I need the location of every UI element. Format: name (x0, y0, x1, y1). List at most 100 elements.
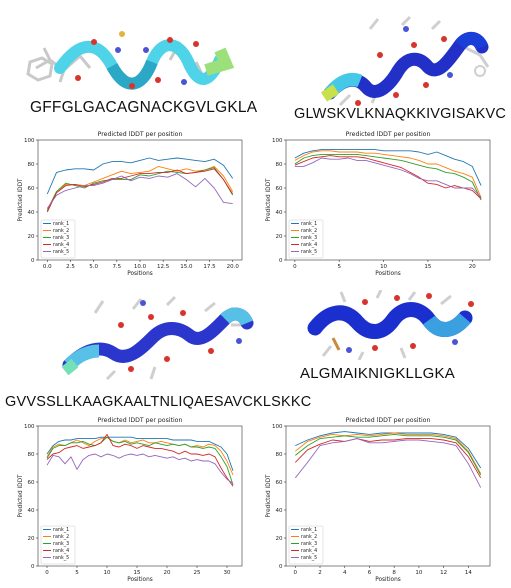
chart-1-ytick-label: 80 (28, 162, 35, 168)
chart-2-legend (288, 219, 324, 259)
chart-4-legend (288, 525, 324, 565)
chart-1-ytick-label: 60 (28, 186, 35, 192)
chart-3-xtick-label: 15 (134, 570, 141, 576)
sequence-label-3: GVVSSLLKAAGKAALTNLIQAESAVCKLSKKC (5, 394, 312, 410)
chart-2-ylabel: Predicted lDDT (266, 178, 272, 222)
chart-1-xlabel: Positions (127, 271, 153, 277)
chart-2-legend-label: rank_2 (301, 228, 317, 234)
chart-4-line-rank_3 (295, 433, 482, 476)
chart-1-ytick-label: 100 (24, 138, 35, 144)
chart-4-xtick-label: 10 (415, 570, 422, 576)
chart-1-legend-label: rank_3 (53, 235, 69, 241)
chart-1-legend-label: rank_1 (53, 221, 69, 227)
chart-1-line-rank_5 (46, 173, 233, 209)
chart-2-xtick-label: 10 (380, 264, 387, 270)
sequence-label-2: GLWSKVLKNAQKKIVGISAKVC (294, 106, 507, 122)
chart-1-line-rank_1 (46, 157, 234, 195)
chart-3-ytick-label: 40 (28, 508, 35, 514)
chart-3-xtick-label: 5 (75, 570, 79, 576)
chart-4-ytick-label: 100 (272, 424, 283, 430)
chart-3-ytick-label: 60 (28, 480, 35, 486)
chart-4-line-rank_2 (295, 432, 482, 474)
molecule-render-3 (61, 295, 254, 380)
chart-1-legend-label: rank_4 (53, 242, 69, 248)
chart-3-line-rank_5 (46, 453, 234, 484)
chart-2-line-rank_1 (294, 149, 482, 186)
chart-4-xlabel: Positions (375, 577, 401, 583)
chart-1-line-rank_3 (46, 167, 234, 211)
chart-3-legend-label: rank_4 (53, 548, 69, 554)
chart-1-ylabel: Predicted lDDT (18, 178, 24, 222)
chart-4-legend-label: rank_3 (301, 541, 317, 547)
chart-3-title: Predicted lDDT per position (98, 417, 183, 424)
chart-2-line-rank_5 (294, 157, 482, 198)
chart-4-ytick-label: 20 (276, 536, 283, 542)
chart-2-ytick-label: 40 (276, 210, 283, 216)
chart-1-legend-label: rank_5 (53, 249, 69, 255)
chart-2-line-rank_3 (294, 153, 482, 201)
chart-3-ytick-label: 80 (28, 452, 35, 458)
chart-4-ytick-label: 40 (276, 508, 283, 514)
chart-4-line-rank_5 (294, 438, 482, 488)
chart-3-legend-label: rank_5 (53, 555, 69, 561)
chart-2-xlabel: Positions (375, 271, 401, 277)
chart-3-xtick-label: 10 (104, 570, 111, 576)
chart-3-xtick-label: 20 (164, 570, 171, 576)
chart-4-xtick-label: 8 (392, 570, 396, 576)
chart-1-line-rank_4 (46, 168, 234, 213)
chart-4-legend-label: rank_4 (301, 548, 317, 554)
chart-1-xtick-label: 15.0 (180, 264, 193, 270)
chart-1-title: Predicted lDDT per position (98, 131, 183, 138)
chart-2-legend-label: rank_1 (301, 221, 317, 227)
chart-1-xtick-label: 10.0 (134, 264, 147, 270)
chart-3-xtick-label: 30 (224, 570, 231, 576)
chart-4-xtick-label: 4 (343, 570, 347, 576)
chart-1-xtick-label: 7.5 (112, 264, 121, 270)
chart-3-xlabel: Positions (127, 577, 153, 583)
sequence-label-4: ALGMAIKNIGKLLGKA (300, 365, 455, 382)
chart-2-ytick-label: 20 (276, 234, 283, 240)
chart-4-ytick-label: 0 (279, 564, 283, 570)
chart-2-title: Predicted lDDT per position (346, 131, 431, 138)
chart-4-line-rank_1 (295, 431, 482, 469)
lddt-chart-1: Predicted lDDT per position 0 20 40 60 80 100 0… (18, 131, 243, 277)
chart-4-xtick-label: 14 (465, 570, 472, 576)
chart-2-line-rank_2 (294, 150, 482, 198)
chart-4-ytick-label: 80 (276, 452, 283, 458)
chart-1-ytick-label: 20 (28, 234, 35, 240)
chart-1-xtick-label: 5.0 (89, 264, 98, 270)
chart-1-legend (40, 219, 76, 259)
chart-3-line-rank_4 (46, 433, 234, 487)
chart-3-legend-label: rank_2 (53, 534, 69, 540)
chart-4-xtick-label: 2 (318, 570, 322, 576)
chart-4-xtick-label: 0 (294, 570, 298, 576)
chart-2-xtick-label: 5 (337, 264, 341, 270)
chart-4-ytick-label: 60 (276, 480, 283, 486)
chart-2-ytick-label: 60 (276, 186, 283, 192)
chart-2-xtick-label: 15 (424, 264, 431, 270)
chart-3-ylabel: Predicted lDDT (18, 474, 24, 518)
lddt-chart-4: Predicted lDDT per position 0 20 40 60 80 100 0… (266, 417, 491, 583)
chart-2-legend-label: rank_4 (301, 242, 317, 248)
chart-4-ylabel: Predicted lDDT (266, 474, 272, 518)
molecule-render-1 (26, 31, 235, 90)
chart-3-line-rank_3 (46, 436, 234, 485)
chart-1-xtick-label: 2.5 (66, 264, 75, 270)
chart-3-xtick-label: 25 (194, 570, 201, 576)
chart-3-ytick-label: 20 (28, 536, 35, 542)
chart-3-line-rank_2 (46, 436, 234, 476)
chart-3-ytick-label: 0 (31, 564, 35, 570)
chart-3-xtick-label: 0 (45, 570, 49, 576)
chart-1-ytick-label: 40 (28, 210, 35, 216)
chart-4-xtick-label: 6 (368, 570, 372, 576)
chart-1-legend-label: rank_2 (53, 228, 69, 234)
chart-2-xtick-label: 0 (293, 264, 297, 270)
chart-4-legend-label: rank_1 (301, 527, 317, 533)
chart-4-line-rank_4 (294, 438, 482, 479)
molecule-render-4 (307, 290, 474, 360)
chart-1-xtick-label: 20.0 (227, 264, 240, 270)
lddt-chart-2: Predicted lDDT per position 0 20 40 60 80 100 0… (266, 131, 491, 277)
chart-4-legend-label: rank_2 (301, 534, 317, 540)
chart-3-ytick-label: 100 (24, 424, 35, 430)
chart-3-legend-label: rank_3 (53, 541, 69, 547)
